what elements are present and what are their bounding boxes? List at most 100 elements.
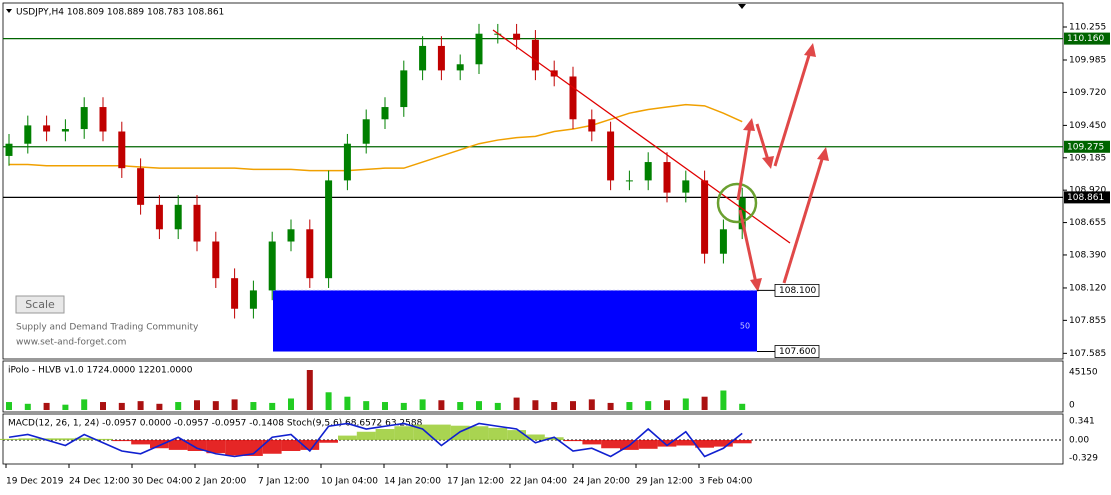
y-tick-label: 109.720 <box>1069 88 1106 98</box>
x-tick-label: 17 Jan 12:00 <box>447 477 504 487</box>
macd-bar <box>507 430 526 440</box>
volume-bar <box>325 392 332 410</box>
macd-bar <box>131 440 150 445</box>
volume-bar <box>118 402 125 410</box>
macd-bar <box>695 440 714 448</box>
arrow-head <box>762 156 774 169</box>
candle-body <box>475 33 483 65</box>
candle-body <box>249 290 257 309</box>
volume-bar <box>156 403 163 410</box>
volume-bar <box>438 400 445 410</box>
macd-bar <box>601 440 620 449</box>
volume-bar <box>344 396 351 410</box>
candle-body <box>5 143 13 156</box>
volume-bar <box>682 398 689 410</box>
volume-bar <box>175 402 182 410</box>
volume-bar <box>43 402 50 410</box>
candle-body <box>400 70 408 108</box>
volume-bar <box>476 401 482 410</box>
candle-body <box>437 45 445 71</box>
volume-bar <box>400 402 407 410</box>
macd-bar <box>18 438 38 440</box>
moving-average <box>9 103 743 172</box>
volume-bar <box>532 400 539 410</box>
volume-bar <box>81 399 88 410</box>
volume-bar <box>494 402 501 410</box>
macd-bar <box>469 426 489 440</box>
volume-bar <box>645 401 652 410</box>
candle-body <box>419 45 427 71</box>
macd-bar <box>526 434 545 440</box>
candle-body <box>118 131 126 169</box>
y-tick-label: 110.255 <box>1069 22 1106 32</box>
volume-bar <box>231 399 238 410</box>
x-tick-label: 7 Jan 12:00 <box>258 477 310 487</box>
macd-bar <box>0 438 19 440</box>
candle-body <box>569 76 577 120</box>
candle-body <box>155 204 163 230</box>
arrow-head <box>750 278 762 292</box>
macd-bar <box>281 440 301 451</box>
y-tick-label: 107.585 <box>1069 349 1106 359</box>
macd-bar <box>657 440 677 447</box>
volume-bar <box>212 401 219 410</box>
volume-tick-label: 45150 <box>1069 368 1098 378</box>
candle-body <box>607 131 615 181</box>
arrow <box>782 155 825 284</box>
macd-bar <box>300 440 320 450</box>
macd-bar <box>732 440 752 444</box>
arrow-head <box>743 118 755 131</box>
volume-bar <box>701 396 708 410</box>
candle-body <box>137 168 145 205</box>
volume-bar <box>626 402 633 410</box>
candle-body <box>513 33 521 40</box>
candle-body <box>362 119 370 144</box>
volume-panel <box>2 360 1064 413</box>
macd-bar <box>582 440 602 445</box>
scale-button-label[interactable]: Scale <box>25 298 55 311</box>
candle-body <box>193 204 201 242</box>
volume-bar <box>739 403 746 410</box>
candle-body <box>456 64 464 71</box>
candle-body <box>306 229 314 279</box>
zone-label-box <box>774 284 820 297</box>
volume-bar <box>607 402 614 410</box>
macd-bar <box>563 440 583 442</box>
volume-bar <box>382 402 388 410</box>
volume-bar <box>551 402 558 410</box>
macd-tick-label: 0.00 <box>1069 436 1089 446</box>
main-panel <box>2 2 1064 360</box>
arrow <box>738 209 758 284</box>
candle-body <box>325 180 333 279</box>
volume-bar <box>363 401 370 410</box>
macd-tick-label: -0.329 <box>1069 454 1098 464</box>
candle-body <box>588 119 596 132</box>
x-tick-label: 14 Jan 20:00 <box>384 477 441 487</box>
candle-body <box>381 107 389 120</box>
volume-title: iPolo - HLVB v1.0 1724.0000 12201.0000 <box>8 366 193 376</box>
candle-body <box>719 229 727 254</box>
price-level-tag <box>1064 140 1110 153</box>
macd-bar <box>394 426 414 440</box>
macd-tick-label: 0.341 <box>1069 417 1095 427</box>
scale-button[interactable] <box>15 295 65 314</box>
volume-bar <box>457 402 464 410</box>
y-tick-label: 108.390 <box>1069 250 1106 260</box>
candle-body <box>625 180 633 182</box>
price-level-label: 108.861 <box>1067 193 1104 203</box>
arrow-head <box>804 43 816 57</box>
volume-bar <box>24 403 31 410</box>
macd-bar <box>262 440 282 454</box>
macd-bar <box>225 440 244 456</box>
menu-arrow[interactable] <box>6 9 12 13</box>
candle-body <box>212 241 220 279</box>
macd-bar <box>319 440 338 443</box>
candle-body <box>61 129 69 132</box>
y-tick-label: 109.450 <box>1069 121 1106 131</box>
zone-label: 107.600 <box>779 347 816 357</box>
candle-body <box>663 162 671 193</box>
candle-body <box>80 107 88 130</box>
volume-tick-label: 0 <box>1069 401 1075 411</box>
volume-bar <box>720 390 727 410</box>
candle-body <box>268 241 276 291</box>
